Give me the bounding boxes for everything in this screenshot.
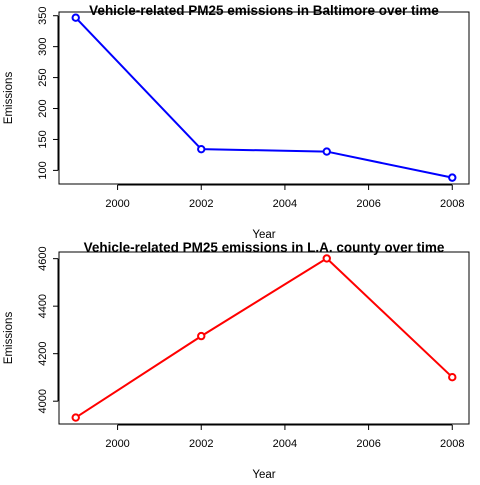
y-tick-label: 4200 — [37, 341, 49, 365]
y-tick-label: 300 — [37, 37, 49, 55]
data-point — [322, 147, 331, 156]
chart-la-county: Vehicle-related PM25 emissions in L.A. c… — [3, 240, 470, 481]
x-tick-label: 2004 — [273, 438, 297, 450]
x-tick-label: 2002 — [189, 198, 213, 210]
data-point — [197, 331, 206, 341]
data-point — [197, 144, 206, 154]
data-point — [71, 413, 80, 422]
data-point — [322, 254, 331, 263]
plot-frame — [58, 11, 470, 185]
series-line — [75, 17, 453, 179]
y-tick-label: 250 — [37, 68, 49, 86]
y-axis-label: Emissions — [3, 72, 15, 125]
x-tick-label: 2002 — [189, 438, 213, 450]
y-tick-label: 150 — [37, 130, 49, 148]
x-axis: 2000 2002 2004 2006 2008 — [105, 424, 465, 450]
data-point — [448, 372, 457, 382]
series-line — [75, 257, 453, 419]
x-tick-label: 2006 — [356, 438, 380, 450]
x-tick-label: 2004 — [273, 198, 297, 210]
series-layer — [71, 13, 457, 182]
plot-frame — [58, 251, 470, 425]
data-point — [448, 173, 457, 182]
x-axis: 2000 2002 2004 2006 2008 — [105, 184, 465, 210]
x-axis-label: Year — [252, 229, 275, 241]
y-tick-label: 4400 — [37, 294, 49, 318]
y-tick-label: 100 — [37, 161, 49, 179]
y-tick-label: 4600 — [37, 246, 49, 270]
y-tick-label: 200 — [37, 99, 49, 117]
x-tick-label: 2008 — [440, 198, 464, 210]
x-axis-label: Year — [252, 469, 275, 480]
x-tick-label: 2000 — [105, 438, 129, 450]
data-point — [71, 13, 80, 22]
y-axis: 100 150 200 250 300 350 — [37, 7, 59, 180]
chart-title: Vehicle-related PM25 emissions in L.A. c… — [84, 240, 445, 255]
x-tick-label: 2006 — [356, 198, 380, 210]
y-axis: 4000 4200 4400 4600 — [37, 246, 59, 413]
y-tick-label: 350 — [37, 7, 49, 25]
chart-baltimore: Vehicle-related PM25 emissions in Baltim… — [3, 3, 470, 241]
series-layer — [71, 254, 457, 422]
x-tick-label: 2008 — [440, 438, 464, 450]
y-tick-label: 4000 — [37, 389, 49, 413]
chart-title: Vehicle-related PM25 emissions in Baltim… — [89, 3, 439, 18]
y-axis-label: Emissions — [3, 312, 15, 365]
x-tick-label: 2000 — [105, 198, 129, 210]
